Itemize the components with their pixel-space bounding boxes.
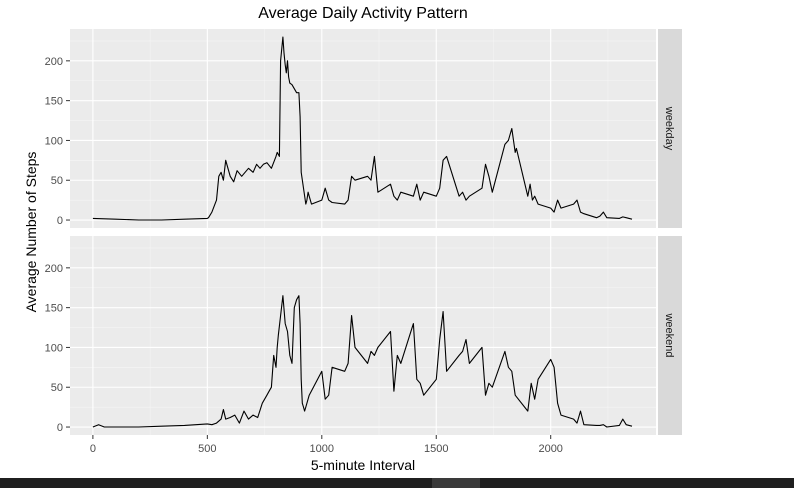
- series-line-weekday: [92, 36, 633, 221]
- facet-panel-weekday: 0 50 100 150 200 weekday: [45, 29, 682, 228]
- y-tick-label: 150: [45, 96, 63, 108]
- panel-background: [70, 236, 656, 435]
- facet-panel-weekend: 0 50 100 150 200 weekend: [45, 236, 682, 435]
- facet-strip-label: weekend: [663, 312, 675, 357]
- x-tick-label: 1500: [424, 443, 448, 455]
- y-axis-title: Average Number of Steps: [23, 152, 39, 313]
- y-tick-label: 100: [45, 342, 63, 354]
- x-tick-label: 500: [198, 443, 216, 455]
- y-tick-label: 100: [45, 135, 63, 147]
- y-tick-label: 50: [51, 175, 63, 187]
- chart-title: Average Daily Activity Pattern: [258, 5, 468, 22]
- taskbar-active-item[interactable]: [432, 478, 480, 488]
- y-tick-label: 50: [51, 382, 63, 394]
- y-tick-label: 0: [57, 422, 63, 434]
- x-tick-label: 2000: [538, 443, 562, 455]
- x-axis-ticks: 0 500 1000 1500 2000: [90, 435, 563, 455]
- y-tick-label: 200: [45, 56, 63, 68]
- y-tick-label: 0: [57, 215, 63, 227]
- os-taskbar: [0, 478, 794, 488]
- facet-strip-label: weekday: [663, 106, 675, 151]
- x-tick-label: 1000: [310, 443, 334, 455]
- series-line-weekend: [92, 295, 633, 428]
- facets-layer: 0 50 100 150 200 weekday 0 50 100 150 200 weekend: [45, 29, 682, 435]
- x-axis-title: 5-minute Interval: [311, 457, 415, 473]
- panel-background: [70, 29, 656, 228]
- y-tick-label: 150: [45, 303, 63, 315]
- facet-strip: [658, 29, 682, 228]
- y-tick-label: 200: [45, 263, 63, 275]
- facet-strip: [658, 236, 682, 435]
- x-tick-label: 0: [90, 443, 96, 455]
